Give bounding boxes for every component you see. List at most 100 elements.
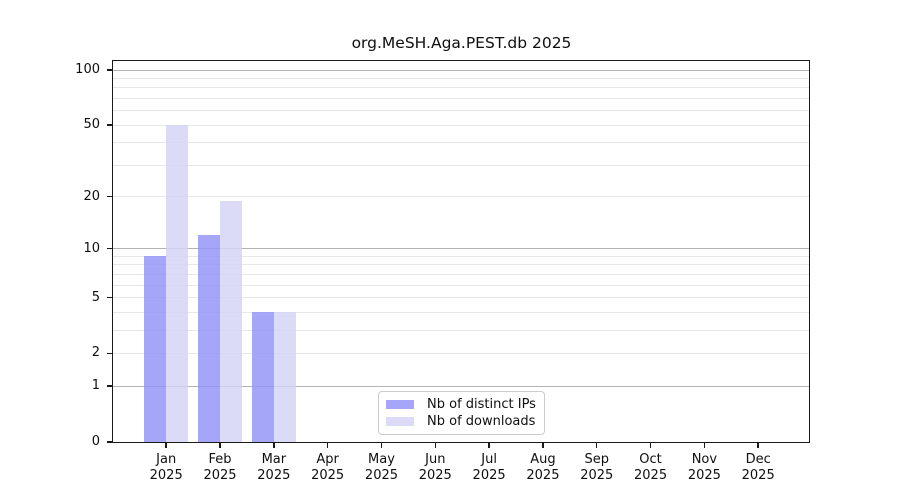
y-tick-mark [107,385,112,387]
minor-gridline [113,196,810,198]
legend-label-downloads: Nb of downloads [427,414,536,429]
x-tick-month: Oct [639,452,662,467]
x-tick-mark [488,443,490,448]
minor-gridline [113,284,810,286]
x-tick-month: May [368,452,395,467]
y-tick-label: 50 [83,117,100,133]
x-tick-label: Feb 2025 [188,452,252,484]
x-tick-year: 2025 [364,468,399,483]
x-tick-label: Nov 2025 [672,452,736,484]
y-tick-label: 1 [91,378,100,394]
x-tick-label: Jan 2025 [134,452,198,484]
minor-gridline [113,273,810,275]
y-tick-label: 10 [83,240,100,256]
major-gridline [113,69,810,71]
x-tick-label: Dec 2025 [726,452,790,484]
x-tick-label: Oct 2025 [619,452,683,484]
minor-gridline [113,97,810,99]
minor-gridline [113,264,810,266]
minor-gridline [113,255,810,257]
x-tick-label: May 2025 [349,452,413,484]
minor-gridline [113,124,810,126]
x-tick-label: Jul 2025 [457,452,521,484]
y-tick-mark [107,247,112,250]
y-tick-mark [107,352,112,355]
x-tick-month: Mar [261,452,287,467]
x-tick-mark [380,443,383,448]
bar-distinct-ips [198,235,221,442]
x-tick-year: 2025 [526,468,560,483]
x-tick-mark [326,443,329,448]
y-tick-label: 100 [75,62,100,77]
x-tick-year: 2025 [634,468,668,483]
y-tick-mark [107,124,112,126]
legend-label-distinct-ips: Nb of distinct IPs [427,397,536,412]
major-gridline [113,248,810,250]
x-tick-month: Nov [691,452,718,467]
y-tick-label: 0 [91,434,100,449]
x-tick-label: Apr 2025 [296,452,360,484]
x-tick-mark [219,443,221,448]
x-tick-year: 2025 [418,468,452,483]
minor-gridline [113,142,810,144]
x-tick-month: Sep [584,452,609,467]
x-tick-month: Jun [425,452,446,467]
y-tick-mark [107,441,112,443]
x-tick-mark [542,443,544,448]
x-tick-year: 2025 [257,468,291,483]
legend-item-downloads: Nb of downloads [386,413,536,430]
x-tick-year: 2025 [203,468,237,483]
x-tick-mark [703,443,706,448]
y-tick-mark [107,69,112,71]
x-tick-mark [165,443,167,448]
x-tick-label: Aug 2025 [511,452,575,484]
legend-swatch-downloads [386,417,414,426]
bar-distinct-ips [144,256,167,442]
minor-gridline [113,311,810,313]
major-gridline [113,385,810,387]
x-tick-mark [649,443,652,448]
y-tick-label: 20 [83,188,100,204]
x-tick-mark [273,443,275,448]
bar-downloads [220,200,243,442]
y-tick-mark [107,195,112,198]
x-tick-year: 2025 [472,468,506,483]
y-tick-label: 5 [91,289,100,305]
minor-gridline [113,329,810,331]
minor-gridline [113,297,810,299]
x-tick-year: 2025 [741,468,775,483]
minor-gridline [113,164,810,166]
x-tick-year: 2025 [149,468,183,483]
x-tick-mark [757,443,759,448]
chart-title: org.MeSH.Aga.PEST.db 2025 [351,34,572,52]
legend-swatch-distinct-ips [386,400,414,409]
x-tick-mark [595,443,598,448]
x-tick-month: Dec [745,452,771,467]
x-tick-label: Sep 2025 [565,452,629,484]
bar-downloads [166,125,189,442]
bar-downloads [273,312,296,442]
x-tick-year: 2025 [311,468,345,483]
minor-gridline [113,87,810,89]
x-tick-month: Jul [481,452,497,467]
x-tick-label: Mar 2025 [242,452,306,484]
x-tick-label: Jun 2025 [403,452,467,484]
minor-gridline [113,77,810,79]
x-tick-month: Apr [316,452,339,467]
x-tick-month: Feb [208,452,232,467]
y-tick-label: 2 [91,345,100,361]
x-tick-month: Jan [156,452,177,467]
bar-distinct-ips [251,312,274,442]
x-tick-mark [434,443,437,448]
y-tick-mark [107,296,112,299]
x-tick-month: Aug [530,452,556,467]
minor-gridline [113,110,810,112]
minor-gridline [113,352,810,354]
x-tick-year: 2025 [580,468,614,483]
legend-item-distinct-ips: Nb of distinct IPs [386,396,536,413]
legend: Nb of distinct IPs Nb of downloads [378,391,545,435]
